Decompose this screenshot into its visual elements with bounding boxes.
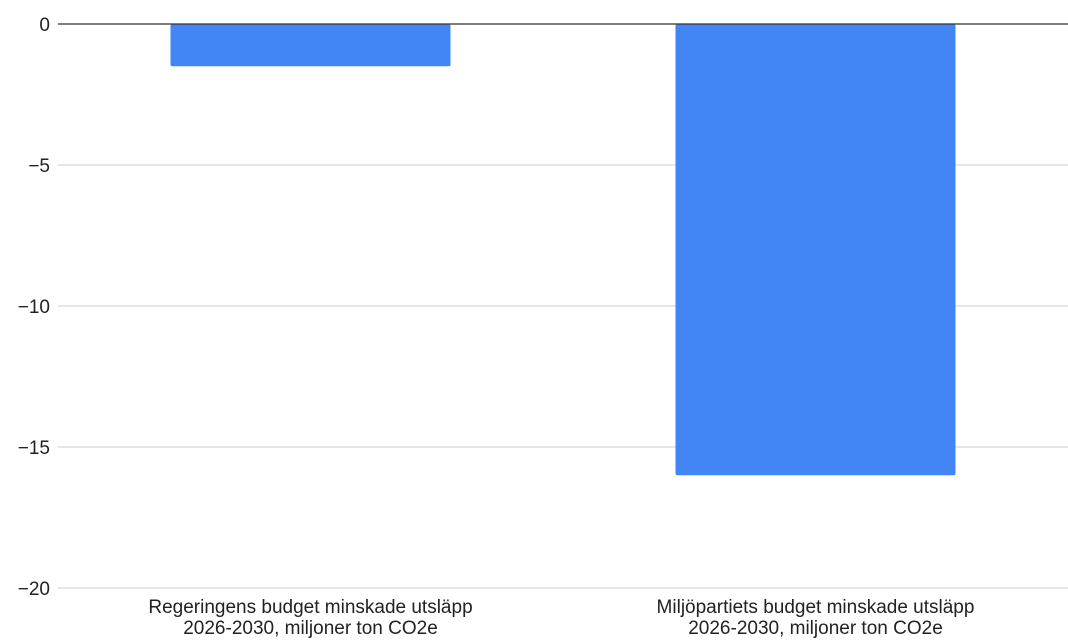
x-category-label: Regeringens budget minskade utsläpp xyxy=(148,597,472,618)
y-tick-label: −15 xyxy=(18,438,50,459)
y-tick-label: 0 xyxy=(39,15,50,36)
bars xyxy=(170,24,956,476)
y-tick-label: −5 xyxy=(28,156,50,177)
y-tick-label: −20 xyxy=(18,579,50,600)
y-axis-ticks: 0 −5 −10 −15 −20 xyxy=(18,15,50,600)
bar xyxy=(170,24,451,67)
x-category-label: 2026-2030, miljoner ton CO2e xyxy=(183,618,438,639)
y-tick-label: −10 xyxy=(18,297,50,318)
bar xyxy=(675,24,956,476)
x-category-label: Miljöpartiets budget minskade utsläpp xyxy=(657,597,975,618)
x-category-label: 2026-2030, miljoner ton CO2e xyxy=(688,618,943,639)
x-axis-categories: Regeringens budget minskade utsläpp2026-… xyxy=(148,597,974,639)
